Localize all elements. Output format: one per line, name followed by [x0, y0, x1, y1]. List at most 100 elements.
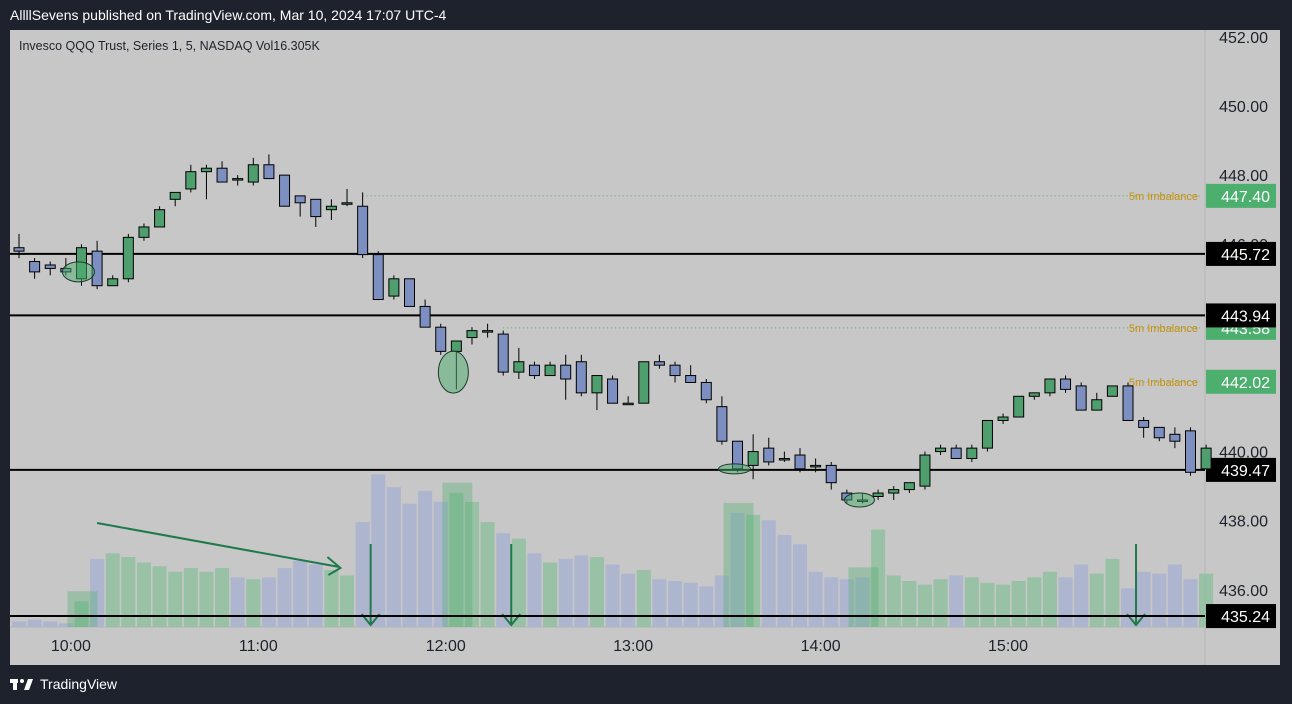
volume-bar	[886, 575, 901, 627]
volume-bar	[293, 560, 308, 627]
volume-bar	[1136, 571, 1151, 627]
volume-bar	[1042, 571, 1057, 627]
volume-bar	[355, 522, 370, 627]
candle-body	[513, 361, 525, 373]
candle-body	[310, 198, 322, 218]
volume-bar	[183, 568, 198, 627]
candle-body	[13, 247, 25, 252]
volume-series	[12, 474, 1214, 627]
tradingview-brand[interactable]: TradingView	[10, 676, 117, 692]
candle-body	[1185, 430, 1196, 473]
volume-bar	[605, 564, 620, 627]
candle-body	[794, 454, 806, 470]
candle-body	[981, 419, 993, 449]
volume-bar	[230, 577, 245, 627]
key-level-price-label: 445.72	[1221, 247, 1270, 264]
candle-body	[825, 464, 837, 484]
candle-body	[466, 330, 478, 339]
candle-body	[591, 375, 603, 394]
candle-body	[872, 492, 884, 497]
volume-bar	[589, 557, 604, 627]
volume-bar	[636, 569, 651, 627]
key-level-price-tag	[1206, 303, 1276, 328]
candle-body	[279, 174, 291, 207]
candle-body	[638, 361, 650, 404]
volume-bar	[386, 487, 401, 627]
volume-bar	[761, 520, 776, 627]
volume-bar	[246, 579, 261, 627]
price-tick-label: 448.00	[1219, 168, 1268, 185]
volume-bar	[964, 577, 979, 627]
time-tick-label: 11:00	[239, 638, 278, 655]
volume-trend-arrow-head-icon	[326, 556, 343, 576]
volume-bar	[699, 586, 714, 627]
candlestick-chart[interactable]: 452.00450.00448.00446.00440.00438.00436.…	[10, 30, 1280, 665]
time-tick-label: 10:00	[51, 638, 91, 655]
volume-bar	[1105, 558, 1120, 627]
volume-bar	[90, 558, 105, 627]
volume-bar	[871, 529, 886, 627]
candle-body	[1044, 378, 1056, 394]
highlight-ellipse	[843, 492, 875, 508]
price-tick-label: 440.00	[1219, 445, 1268, 462]
publisher-text: AllllSevens published on TradingView.com…	[10, 7, 447, 23]
volume-bar	[105, 553, 120, 627]
candle-body	[685, 375, 697, 383]
candle-body	[622, 402, 634, 406]
candle-body	[169, 191, 181, 200]
symbol-legend: Invesco QQQ Trust, Series 1, 5, NASDAQ V…	[19, 39, 320, 53]
volume-bar	[371, 474, 386, 627]
volume-bar	[1121, 588, 1136, 627]
volume-down-arrow-head-icon	[501, 613, 521, 627]
time-tick-label: 13:00	[613, 638, 653, 655]
volume-bar	[152, 566, 167, 627]
candle-body	[450, 340, 462, 352]
candle-body	[607, 378, 619, 404]
volume-bar	[527, 553, 542, 627]
volume-bar	[949, 575, 964, 627]
candle-body	[1122, 385, 1134, 421]
candle-body	[1169, 433, 1181, 442]
candle-body	[716, 406, 728, 442]
volume-highlight-box	[848, 567, 879, 627]
candle-body	[154, 209, 166, 228]
key-level-price-label: 439.47	[1221, 463, 1270, 480]
candle-body	[700, 381, 712, 401]
volume-bar	[58, 623, 73, 627]
highlight-ellipse	[718, 463, 752, 475]
candle-body	[44, 264, 56, 269]
candle-body	[1060, 378, 1072, 390]
candle-body	[1200, 447, 1212, 470]
candle-body	[372, 254, 384, 301]
volume-bar	[324, 569, 339, 627]
price-tick-label: 450.00	[1219, 99, 1268, 116]
chart-frame[interactable]: 452.00450.00448.00446.00440.00438.00436.…	[10, 30, 1280, 665]
candle-body	[950, 447, 962, 459]
candle-body	[778, 457, 790, 461]
volume-bar	[27, 619, 42, 627]
volume-bar	[1011, 581, 1026, 627]
volume-bar	[433, 501, 448, 627]
volume-bar	[136, 562, 151, 627]
volume-highlight-box	[442, 482, 473, 627]
candle-series	[13, 154, 1212, 504]
brand-label: TradingView	[40, 676, 118, 692]
price-tick-label: 438.00	[1219, 514, 1268, 531]
volume-bar	[1058, 577, 1073, 627]
candle-body	[388, 278, 400, 297]
volume-bar	[652, 579, 667, 627]
candle-body	[1075, 385, 1087, 411]
volume-bar	[449, 492, 464, 627]
volume-bar	[793, 544, 807, 627]
candle-body	[497, 333, 509, 373]
candle-body	[919, 454, 931, 487]
candle-body	[669, 364, 681, 377]
candle-body	[341, 202, 353, 205]
imbalance-price-label: 447.40	[1221, 189, 1270, 206]
time-tick-label: 14:00	[801, 638, 841, 655]
volume-bar	[543, 562, 558, 627]
candle-body	[1028, 392, 1040, 397]
volume-bar	[1152, 573, 1167, 627]
candle-body	[138, 226, 150, 238]
volume-bar	[683, 582, 698, 627]
